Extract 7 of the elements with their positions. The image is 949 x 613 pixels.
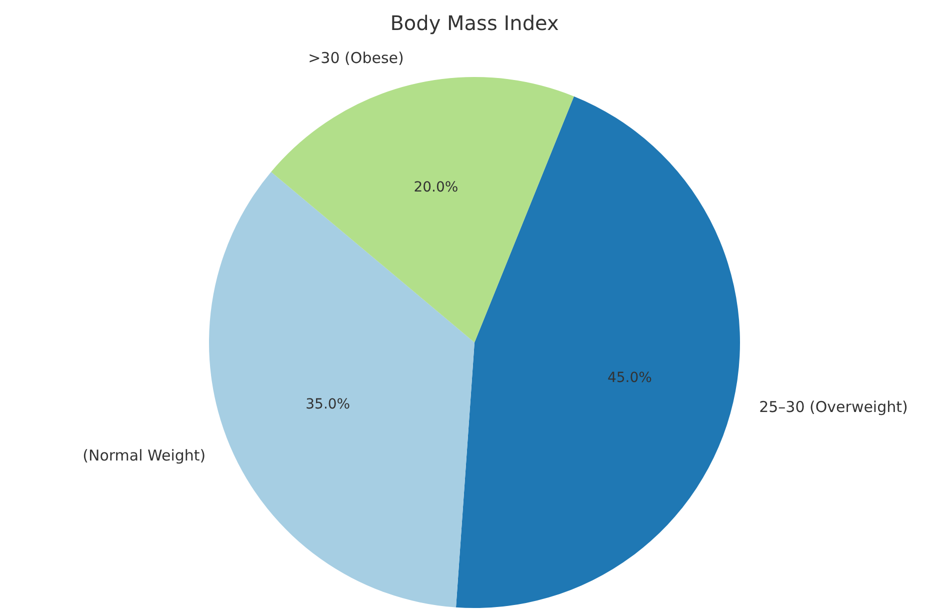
slice-label: >30 (Obese) — [308, 49, 404, 68]
slice-label: (Normal Weight) — [82, 446, 206, 465]
data-label: 45.0% — [607, 370, 652, 386]
data-label: 20.0% — [414, 180, 458, 196]
chart-title: Body Mass Index — [390, 11, 559, 36]
slice-label: 25–30 (Overweight) — [759, 398, 908, 416]
data-label: 35.0% — [306, 396, 350, 412]
